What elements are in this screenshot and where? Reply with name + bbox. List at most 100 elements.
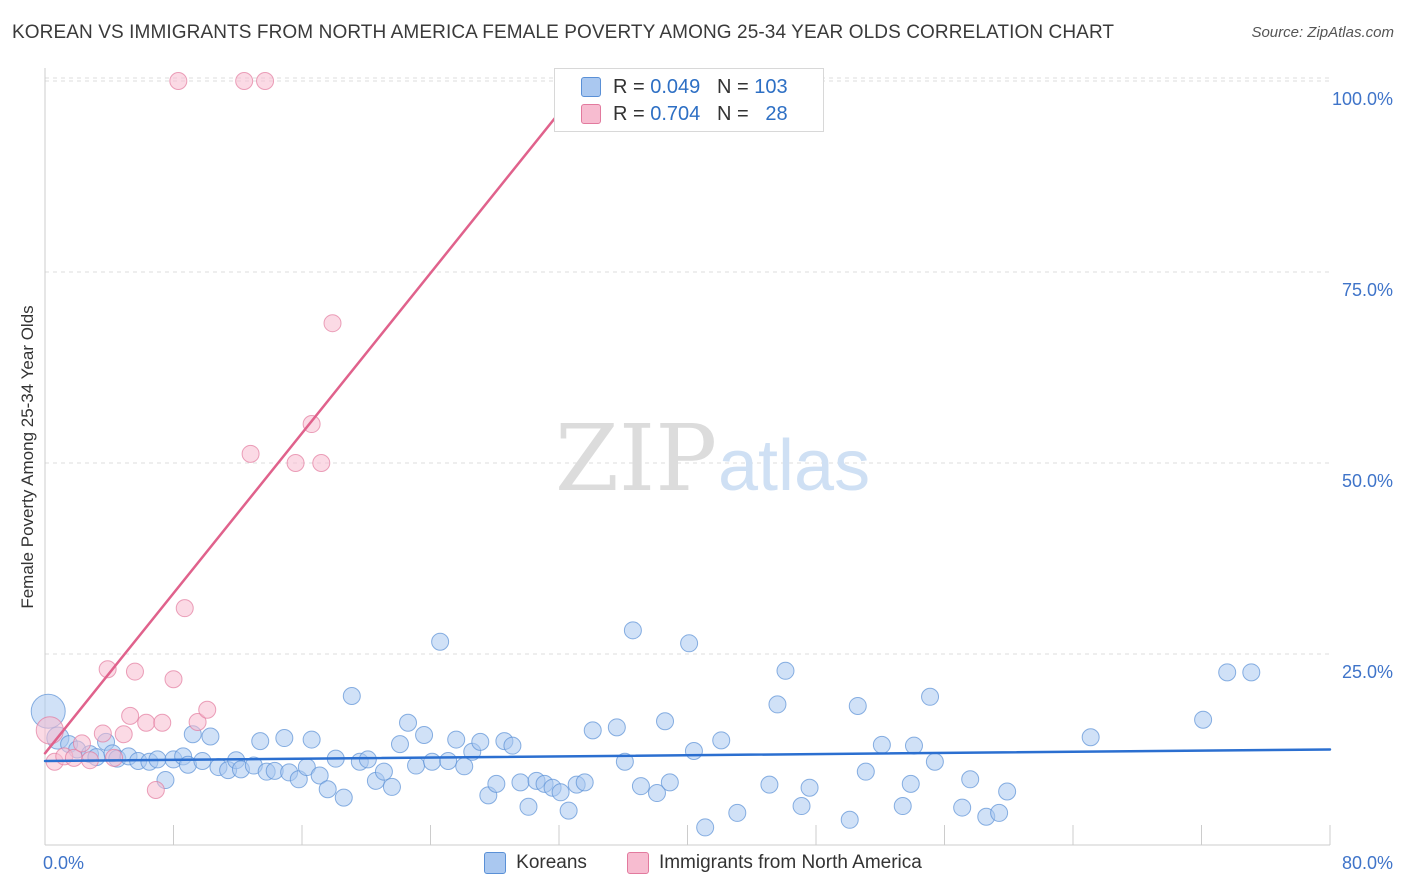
korean-point bbox=[998, 782, 1017, 801]
korean-point bbox=[551, 783, 570, 802]
watermark-zip: ZIP bbox=[555, 405, 717, 512]
immigrant-point bbox=[72, 734, 91, 753]
korean-point bbox=[399, 713, 418, 732]
korean-point bbox=[848, 696, 867, 715]
y-tick-label: 75.0% bbox=[1342, 280, 1393, 300]
korean-point bbox=[1242, 663, 1261, 682]
korean-point bbox=[901, 774, 920, 793]
korean-point bbox=[921, 687, 940, 706]
immigrant-point bbox=[235, 72, 254, 90]
watermark-atlas: atlas bbox=[718, 426, 870, 506]
korean-point bbox=[904, 736, 923, 755]
korean-point bbox=[1081, 728, 1100, 747]
y-tick-label: 100.0% bbox=[1332, 89, 1393, 109]
korean-point bbox=[407, 756, 426, 775]
immigrant-point bbox=[121, 706, 140, 725]
korean-point bbox=[623, 621, 642, 640]
korean-point bbox=[583, 721, 602, 740]
grid bbox=[45, 77, 1330, 655]
korean-point bbox=[647, 784, 666, 803]
korean-point bbox=[559, 801, 578, 820]
immigrant-point bbox=[164, 670, 183, 689]
korean-point bbox=[961, 770, 980, 789]
immigrant-point bbox=[169, 72, 188, 90]
immigrant-point bbox=[323, 314, 342, 333]
korean-point bbox=[840, 810, 859, 829]
korean-point bbox=[382, 777, 401, 796]
stats-legend: R = 0.049 N = 103 R = 0.704 N = 28 bbox=[554, 68, 824, 132]
n-label: N = bbox=[716, 102, 749, 125]
korean-point bbox=[511, 773, 530, 792]
korean-point bbox=[302, 730, 321, 749]
korean-point bbox=[519, 797, 538, 816]
immigrants-r-value: 0.704 bbox=[650, 102, 701, 125]
korean-point bbox=[728, 803, 747, 822]
immigrant-point bbox=[137, 713, 156, 732]
korean-point bbox=[575, 773, 594, 792]
immigrant-point bbox=[35, 716, 64, 745]
korean-point bbox=[660, 773, 679, 792]
korean-point bbox=[275, 729, 294, 748]
immigrant-point bbox=[125, 662, 144, 681]
tick-labels: 25.0% 50.0% 75.0% 100.0% 0.0% 80.0% bbox=[43, 89, 1393, 873]
x-tick-label: 80.0% bbox=[1342, 853, 1393, 873]
korean-point bbox=[925, 752, 944, 771]
immigrant-point bbox=[312, 454, 331, 472]
immigrant-point bbox=[198, 700, 217, 719]
korean-point bbox=[318, 780, 337, 799]
immigrant-point bbox=[98, 660, 117, 679]
korean-point bbox=[1218, 663, 1237, 682]
korean-point bbox=[684, 742, 703, 761]
korean-point bbox=[374, 762, 393, 781]
korean-point bbox=[680, 634, 699, 653]
koreans-legend-swatch bbox=[484, 852, 507, 874]
korean-point bbox=[800, 778, 819, 797]
korean-point bbox=[439, 751, 458, 770]
korean-point bbox=[390, 735, 409, 754]
korean-point bbox=[696, 818, 715, 837]
trend-lines bbox=[43, 79, 1332, 763]
korean-point bbox=[792, 797, 811, 816]
korean-point bbox=[251, 732, 270, 751]
immigrant-point bbox=[93, 724, 112, 743]
korean-point bbox=[776, 661, 795, 680]
korean-point bbox=[656, 712, 675, 731]
immigrant-point bbox=[146, 780, 165, 799]
korean-point bbox=[893, 797, 912, 816]
korean-point bbox=[712, 731, 731, 750]
korean-point bbox=[768, 695, 787, 714]
n-label: N = bbox=[716, 75, 749, 98]
korean-point bbox=[990, 803, 1009, 822]
immigrants-n-value: 28 bbox=[765, 102, 788, 125]
koreans-swatch bbox=[581, 77, 601, 97]
korean-point bbox=[953, 798, 972, 817]
r-label: R = bbox=[613, 75, 645, 98]
y-tick-label: 25.0% bbox=[1342, 662, 1393, 682]
korean-point bbox=[358, 750, 377, 769]
chart-title: KOREAN VS IMMIGRANTS FROM NORTH AMERICA … bbox=[12, 22, 1115, 43]
y-tick-label: 50.0% bbox=[1342, 471, 1393, 491]
immigrant-point bbox=[188, 712, 207, 731]
korean-point bbox=[631, 777, 650, 796]
korean-point bbox=[342, 687, 361, 706]
korean-point bbox=[607, 718, 626, 737]
korean-point bbox=[487, 774, 506, 793]
korean-point bbox=[856, 762, 875, 781]
korean-point bbox=[193, 751, 212, 770]
korean-point bbox=[471, 732, 490, 751]
korean-point bbox=[503, 736, 522, 755]
immigrants-legend-swatch bbox=[626, 852, 649, 874]
korean-point bbox=[334, 788, 353, 807]
immigrant-point bbox=[114, 725, 133, 744]
korean-point bbox=[310, 766, 329, 785]
immigrant-point bbox=[256, 72, 275, 90]
korean-point bbox=[431, 632, 450, 651]
immigrant-point bbox=[175, 599, 194, 618]
korean-point bbox=[1194, 710, 1213, 729]
immigrants-swatch bbox=[581, 104, 601, 124]
korean-point bbox=[201, 727, 220, 746]
korean-point bbox=[760, 775, 779, 794]
legend-label-koreans: Koreans bbox=[516, 852, 587, 873]
immigrant-point bbox=[153, 713, 172, 732]
